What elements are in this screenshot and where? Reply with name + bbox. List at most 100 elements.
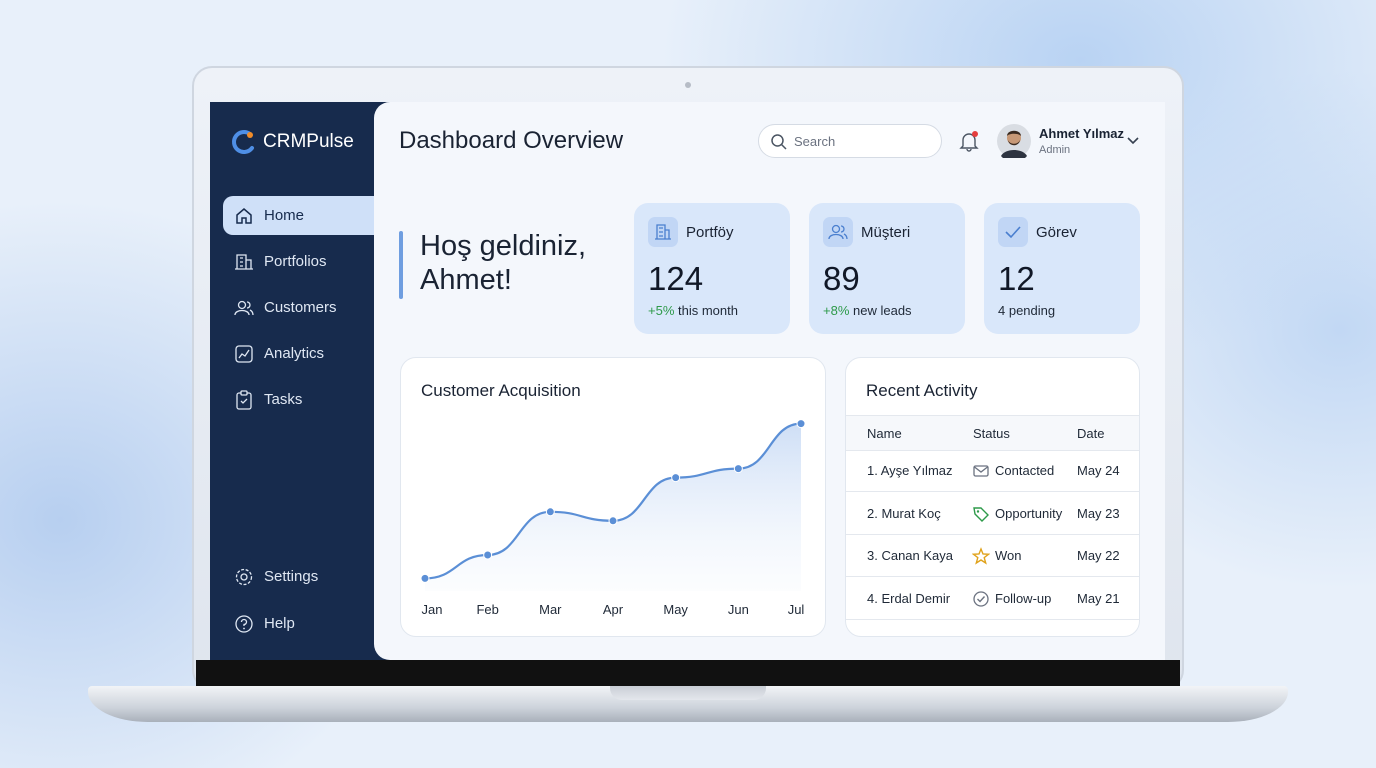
chart-card: Customer Acquisition Jan Feb Mar Apr May Jun J… (400, 357, 826, 637)
user-menu-chevron[interactable] (1127, 136, 1139, 146)
stat-note: +8% new leads (823, 303, 912, 318)
cell-name: 4. Erdal Demir (867, 590, 951, 606)
brand-name: CRMPulse (263, 131, 354, 152)
x-tick-label: Jun (728, 602, 749, 617)
nav-item[interactable]: Tasks (223, 380, 374, 419)
status-icon (972, 462, 990, 480)
icon (973, 506, 989, 522)
stat-value: 89 (823, 260, 860, 297)
icon (971, 547, 991, 565)
screen-bottom (196, 660, 1180, 688)
stat-label: Görev (1036, 224, 1077, 241)
nav-item[interactable]: Portfolios (223, 242, 374, 281)
welcome-text: Hoş geldiniz, Ahmet! (420, 230, 587, 296)
nav-item[interactable]: Customers (223, 288, 374, 327)
row-divider (846, 576, 1139, 577)
stat-change: +5% (648, 303, 675, 318)
x-tick-label: Feb (476, 602, 498, 617)
cell-name: 2. Murat Koç (867, 505, 941, 521)
row-divider (846, 618, 1139, 620)
stat-note-text: this month (678, 303, 738, 318)
welcome-accent (399, 231, 403, 299)
icon (235, 344, 253, 363)
x-tick-label: Apr (603, 602, 624, 617)
icon (236, 207, 252, 224)
activity-card: Recent Activity Name Status Date 1. Ayşe… (845, 357, 1140, 637)
nav-label: Analytics (264, 345, 325, 362)
cell-status: Follow-up (995, 590, 1052, 606)
user-name: Ahmet Yılmaz (1039, 126, 1125, 141)
cell-date: May 21 (1077, 590, 1120, 606)
x-tick-label: Jul (788, 602, 805, 617)
table-header (846, 415, 1139, 451)
column-header: Name (867, 426, 902, 441)
point (483, 550, 493, 560)
nav-item[interactable]: Help (223, 604, 374, 643)
search-icon (771, 134, 787, 150)
stat-icon (998, 217, 1028, 247)
row-divider (846, 491, 1139, 492)
stat-note: +5% this month (648, 303, 738, 318)
nav-label: Customers (264, 299, 337, 316)
stat-card: Görev 12 4 pending (984, 203, 1140, 334)
nav-item[interactable]: Analytics (223, 334, 374, 373)
point (733, 464, 743, 474)
icon (973, 465, 989, 477)
x-tick-label: May (663, 602, 688, 617)
point (796, 419, 806, 429)
activity-title: Recent Activity (866, 381, 978, 400)
nav-label: Tasks (264, 391, 303, 408)
stat-change: +8% (823, 303, 850, 318)
column-header: Date (1077, 426, 1105, 441)
cell-name: 1. Ayşe Yılmaz (867, 463, 953, 478)
icon (973, 590, 989, 607)
row-divider (846, 533, 1139, 535)
x-tick-label: Jan (422, 602, 443, 617)
camera (685, 82, 691, 88)
icon (235, 568, 253, 585)
stat-icon (648, 217, 678, 247)
nav-label: Portfolios (264, 253, 327, 270)
notification-bell[interactable] (958, 130, 980, 152)
nav-label: Home (264, 207, 305, 224)
point (420, 573, 430, 583)
stat-icon (823, 217, 853, 247)
nav-item[interactable]: Settings (223, 557, 374, 596)
stat-card: Müşteri 89 +8% new leads (809, 203, 965, 334)
status-icon (972, 590, 990, 608)
status-icon (972, 505, 990, 523)
cell-status: Contacted (995, 463, 1055, 478)
nav-item[interactable]: Home (223, 196, 374, 235)
point (671, 473, 681, 483)
stat-note: 4 pending (998, 303, 1056, 318)
icon (235, 253, 253, 270)
x-tick-label: Mar (539, 602, 562, 617)
search-placeholder: Search (794, 134, 836, 149)
icon (236, 389, 252, 410)
stat-label: Müşteri (861, 224, 911, 241)
column-header: Status (973, 426, 1010, 441)
page-title: Dashboard Overview (399, 127, 624, 154)
area-fill (425, 423, 801, 591)
avatar[interactable] (997, 124, 1031, 158)
stat-note-text: new leads (853, 303, 912, 318)
stat-value: 124 (648, 260, 704, 297)
status-icon (971, 547, 991, 565)
nav-label: Help (264, 615, 295, 632)
cell-status: Won (995, 548, 1022, 563)
cell-status: Opportunity (995, 505, 1063, 521)
line-chart: Jan Feb Mar Apr May Jun Jul (420, 419, 806, 617)
laptop-notch (610, 686, 766, 700)
point (545, 507, 555, 517)
cell-date: May 23 (1077, 505, 1120, 521)
point (608, 516, 618, 526)
icon (235, 614, 253, 633)
stat-label: Portföy (686, 224, 734, 241)
brand-logo (232, 130, 254, 154)
chart-title: Customer Acquisition (421, 381, 581, 400)
nav-label: Settings (264, 568, 319, 585)
cell-date: May 22 (1077, 548, 1120, 563)
search-box[interactable]: Search (758, 124, 942, 158)
stat-card: Portföy 124 +5% this month (634, 203, 790, 334)
